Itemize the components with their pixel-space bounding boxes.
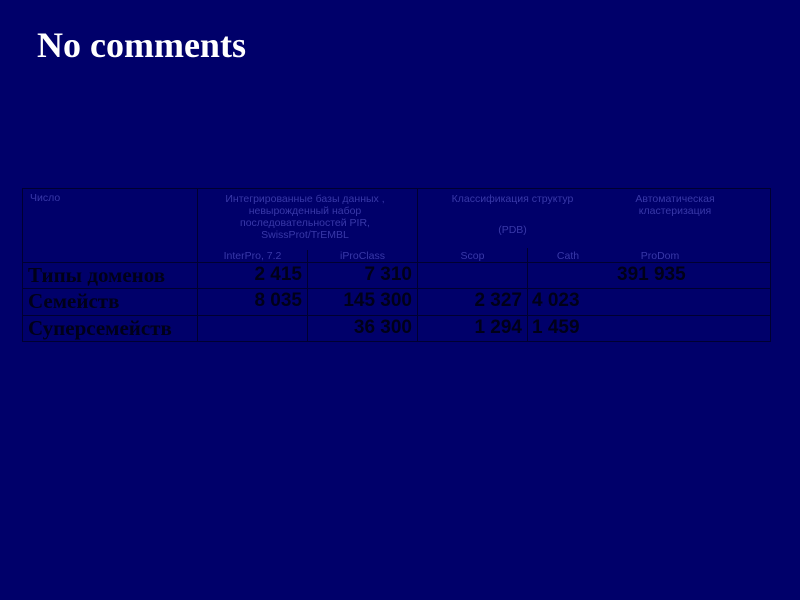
cell: 1 294 (474, 317, 522, 338)
header-integrated: Интегрированные базы данных , невырожден… (225, 193, 385, 241)
header-auto: Автоматическая кластеризация (635, 193, 715, 217)
row-label: Типы доменов (28, 263, 166, 287)
row-label: Семейств (28, 289, 120, 313)
column-header: Cath (556, 250, 580, 262)
cell: 145 300 (343, 290, 412, 311)
cell: 391 935 (617, 264, 686, 285)
header-structure: Классификация структур (451, 193, 574, 205)
cell: 2 327 (474, 290, 522, 311)
column-header: iProClass (340, 250, 385, 262)
column-header: ProDom (640, 250, 680, 262)
cell: 4 023 (532, 290, 580, 311)
column-header: InterPro, 7.2 (223, 250, 282, 262)
cell: 36 300 (353, 317, 412, 338)
cell: 7 310 (364, 264, 412, 285)
column-header: Scop (460, 250, 485, 262)
header-corner: Число (30, 192, 61, 204)
header-structure-sub: (PDB) (498, 224, 527, 236)
cell: 2 415 (254, 264, 302, 285)
cell: 1 459 (532, 317, 580, 338)
slide-title: No comments (37, 25, 246, 65)
row-label: Суперсемейств (28, 316, 172, 340)
cell: 8 035 (254, 290, 302, 311)
